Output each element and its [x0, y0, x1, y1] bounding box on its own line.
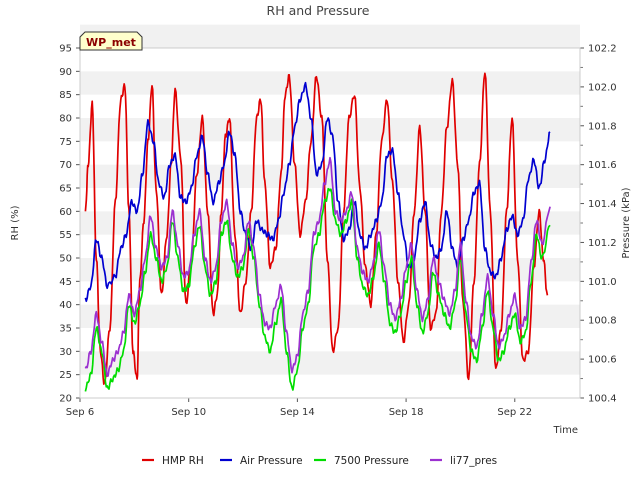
x-axis-title: Time — [553, 425, 578, 436]
left-tick-label: 35 — [59, 324, 72, 335]
right-tick-label: 102.0 — [588, 82, 617, 93]
series-line-li77-pres — [84, 156, 551, 378]
x-tick-label: Sep 18 — [389, 407, 424, 418]
grid-band — [80, 71, 580, 95]
left-tick-label: 60 — [59, 207, 72, 218]
x-tick-label: Sep 14 — [280, 407, 315, 418]
left-tick-label: 95 — [59, 44, 72, 55]
grid-band — [80, 211, 580, 235]
right-axis-title: Pressure (kPa) — [621, 187, 632, 258]
right-y-axis: 100.4 100.6 100.8 101.0 101.2 101.4 101.6 101.8… — [580, 44, 617, 405]
left-tick-label: 80 — [59, 114, 72, 125]
left-tick-label: 20 — [59, 394, 72, 405]
badge-shape — [79, 31, 143, 51]
x-tick-label: Sep 22 — [497, 407, 532, 418]
legend-label: HMP RH — [162, 455, 204, 467]
series-line-7500-pressure — [84, 187, 551, 392]
right-tick-label: 100.6 — [588, 355, 617, 366]
plot-frame — [79, 47, 581, 399]
right-tick-label: 101.2 — [588, 238, 617, 249]
right-tick-label: 101.8 — [588, 121, 617, 132]
left-tick-label: 65 — [59, 184, 72, 195]
left-tick-label: 45 — [59, 277, 72, 288]
right-tick-label: 101.0 — [588, 277, 617, 288]
x-tick-label: Sep 6 — [66, 407, 94, 418]
left-tick-label: 30 — [59, 347, 72, 358]
grid-band — [80, 24, 580, 48]
station-badge: WP_met — [79, 31, 143, 51]
left-tick-label: 75 — [59, 137, 72, 148]
legend-label: Air Pressure — [240, 455, 303, 467]
series-lines — [84, 72, 551, 392]
x-tick-label: Sep 10 — [171, 407, 206, 418]
right-tick-label: 101.6 — [588, 160, 617, 171]
legend-label: li77_pres — [450, 455, 497, 467]
left-axis-title: RH (%) — [10, 205, 21, 240]
legend-label: 7500 Pressure — [334, 455, 409, 467]
left-tick-label: 25 — [59, 370, 72, 381]
series-line-air-pressure — [84, 81, 551, 303]
left-tick-label: 40 — [59, 300, 72, 311]
left-tick-label: 55 — [59, 230, 72, 241]
left-tick-label: 70 — [59, 160, 72, 171]
right-tick-label: 100.4 — [588, 394, 617, 405]
left-tick-label: 85 — [59, 90, 72, 101]
grid-band — [80, 351, 580, 375]
right-tick-label: 100.8 — [588, 316, 617, 327]
badge-label: WP_met — [86, 36, 136, 49]
chart-title: RH and Pressure — [267, 3, 370, 18]
x-axis-ticks: Sep 6 Sep 10 Sep 14 Sep 18 Sep 22 — [66, 398, 532, 418]
legend: HMP RH Air Pressure 7500 Pressure li77_pres — [142, 455, 497, 467]
left-tick-label: 50 — [59, 254, 72, 265]
right-tick-label: 101.4 — [588, 199, 617, 210]
left-tick-label: 90 — [59, 67, 72, 78]
left-y-axis: 20 25 30 35 40 45 50 55 60 65 70 75 80 85 90 95 — [59, 44, 80, 405]
right-tick-label: 102.2 — [588, 44, 617, 55]
